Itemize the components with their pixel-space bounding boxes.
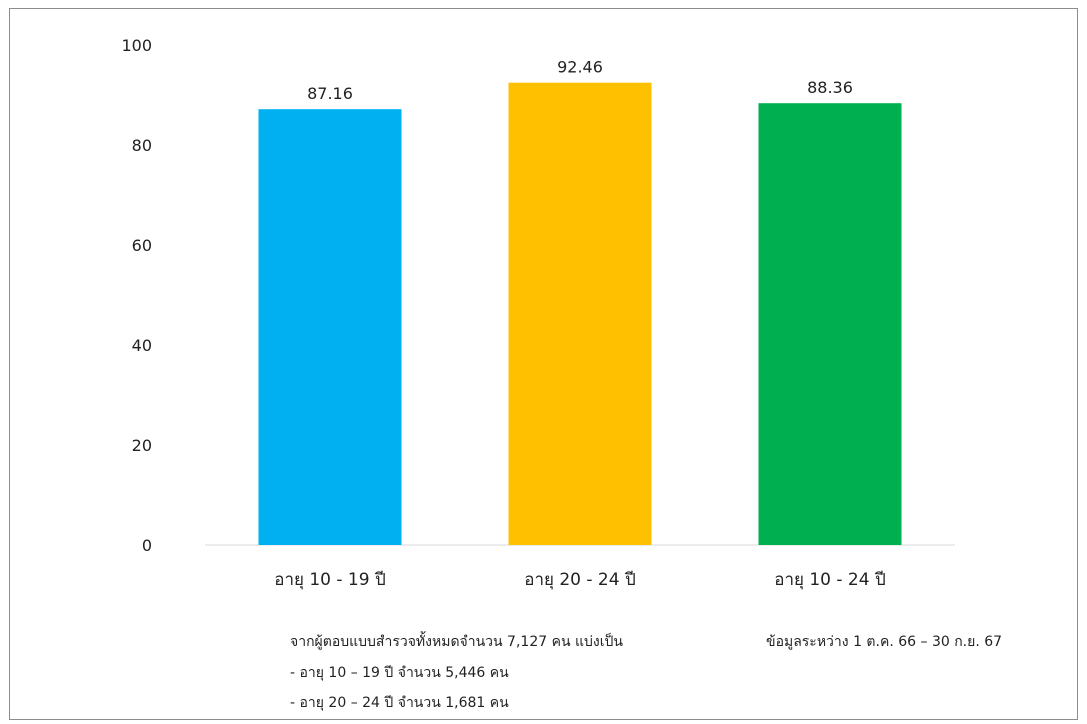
y-tick-label-40: 40 bbox=[132, 336, 152, 355]
x-axis: อายุ 10 - 19 ปี อายุ 20 - 24 ปี อายุ 10 - … bbox=[274, 570, 886, 590]
data-label-3: 88.36 bbox=[807, 78, 853, 97]
bar-3 bbox=[758, 103, 902, 545]
y-tick-label-80: 80 bbox=[132, 136, 152, 155]
y-tick-label-100: 100 bbox=[121, 36, 152, 55]
respondents-summary: จากผู้ตอบแบบสำรวจทั้งหมดจำนวน 7,127 คน แ… bbox=[290, 634, 623, 650]
y-tick-label-20: 20 bbox=[132, 436, 152, 455]
x-tick-label-1: อายุ 10 - 19 ปี bbox=[274, 570, 386, 590]
data-label-1: 87.16 bbox=[307, 84, 353, 103]
y-tick-label-0: 0 bbox=[142, 536, 152, 555]
x-tick-label-2: อายุ 20 - 24 ปี bbox=[524, 570, 636, 590]
bar-2 bbox=[508, 82, 652, 545]
respondents-age-10-19: - อายุ 10 – 19 ปี จำนวน 5,446 คน bbox=[290, 665, 509, 681]
data-label-2: 92.46 bbox=[557, 58, 603, 77]
data-date-range: ข้อมูลระหว่าง 1 ต.ค. 66 – 30 ก.ย. 67 bbox=[766, 634, 1003, 650]
y-tick-label-60: 60 bbox=[132, 236, 152, 255]
x-tick-label-3: อายุ 10 - 24 ปี bbox=[774, 570, 886, 590]
bars: 87.16 92.46 88.36 bbox=[258, 58, 902, 545]
y-axis: 0 20 40 60 80 100 bbox=[121, 36, 152, 555]
respondents-age-20-24: - อายุ 20 – 24 ปี จำนวน 1,681 คน bbox=[290, 695, 509, 711]
bar-1 bbox=[258, 109, 402, 545]
